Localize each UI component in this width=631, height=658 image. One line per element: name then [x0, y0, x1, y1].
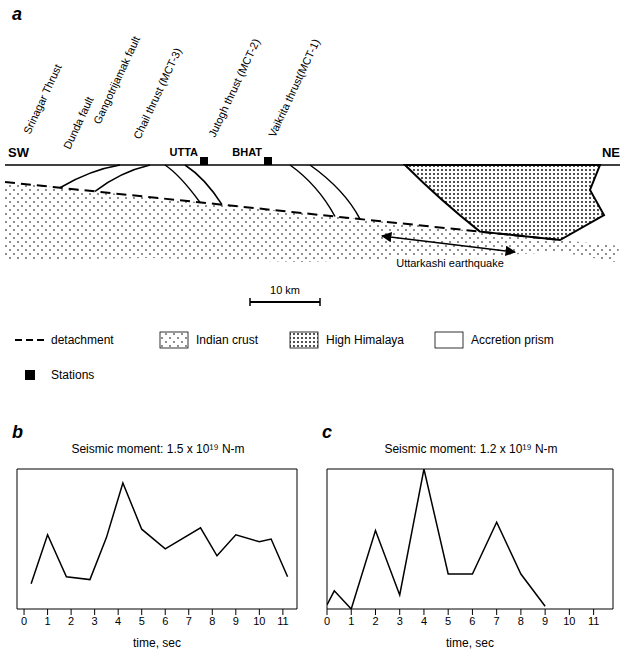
svg-text:Vaikrita thrust(MCT-1): Vaikrita thrust(MCT-1) — [266, 37, 322, 139]
svg-text:3: 3 — [92, 615, 98, 627]
html-text:Seismic moment: 1.2 x 10¹⁹ N-m: Seismic moment: 1.2 x 10¹⁹ N-m — [384, 442, 558, 456]
svg-text:Chail thrust (MCT-3): Chail thrust (MCT-3) — [131, 46, 184, 141]
svg-text:Indian crust: Indian crust — [196, 333, 259, 347]
svg-text:0: 0 — [324, 615, 330, 627]
svg-text:NE: NE — [602, 145, 620, 160]
svg-text:Srinagar Thrust: Srinagar Thrust — [21, 62, 64, 136]
svg-text:Accretion prism: Accretion prism — [471, 333, 554, 347]
svg-text:10: 10 — [563, 615, 575, 627]
svg-text:UTTA: UTTA — [169, 146, 198, 158]
svg-text:time, sec: time, sec — [133, 636, 181, 649]
svg-text:SW: SW — [8, 145, 30, 160]
svg-text:6: 6 — [162, 615, 168, 627]
svg-text:0: 0 — [21, 615, 27, 627]
svg-text:7: 7 — [494, 615, 500, 627]
svg-text:5: 5 — [445, 615, 451, 627]
svg-text:Jutogh thrust (MCT-2): Jutogh thrust (MCT-2) — [206, 37, 262, 139]
svg-text:a: a — [12, 4, 22, 24]
svg-text:9: 9 — [542, 615, 548, 627]
svg-text:2: 2 — [372, 615, 378, 627]
svg-text:3: 3 — [397, 615, 403, 627]
html-text:b: b — [12, 422, 23, 442]
html-text:Seismic moment: 1.5 x 10¹⁹ N-m: Seismic moment: 1.5 x 10¹⁹ N-m — [71, 442, 245, 456]
svg-text:Uttarkashi earthquake: Uttarkashi earthquake — [396, 257, 504, 269]
svg-text:6: 6 — [469, 615, 475, 627]
svg-text:5: 5 — [139, 615, 145, 627]
svg-text:11: 11 — [277, 615, 288, 627]
svg-text:time, sec: time, sec — [446, 636, 494, 649]
svg-text:High Himalaya: High Himalaya — [326, 333, 404, 347]
svg-text:4: 4 — [115, 615, 121, 627]
svg-text:10 km: 10 km — [270, 284, 300, 296]
svg-text:8: 8 — [209, 615, 215, 627]
svg-text:BHAT: BHAT — [232, 146, 262, 158]
svg-text:10: 10 — [253, 615, 265, 627]
html-text:c: c — [322, 422, 332, 442]
svg-text:Gangotrijamak fault: Gangotrijamak fault — [91, 34, 142, 126]
svg-text:11: 11 — [588, 615, 599, 627]
svg-text:7: 7 — [186, 615, 192, 627]
svg-text:1: 1 — [45, 615, 51, 627]
svg-text:Dunda fault: Dunda fault — [61, 95, 96, 151]
svg-text:Stations: Stations — [51, 368, 94, 382]
svg-text:4: 4 — [421, 615, 427, 627]
svg-text:2: 2 — [68, 615, 74, 627]
svg-text:detachment: detachment — [51, 333, 114, 347]
svg-text:8: 8 — [518, 615, 524, 627]
svg-text:9: 9 — [233, 615, 239, 627]
svg-text:1: 1 — [348, 615, 354, 627]
